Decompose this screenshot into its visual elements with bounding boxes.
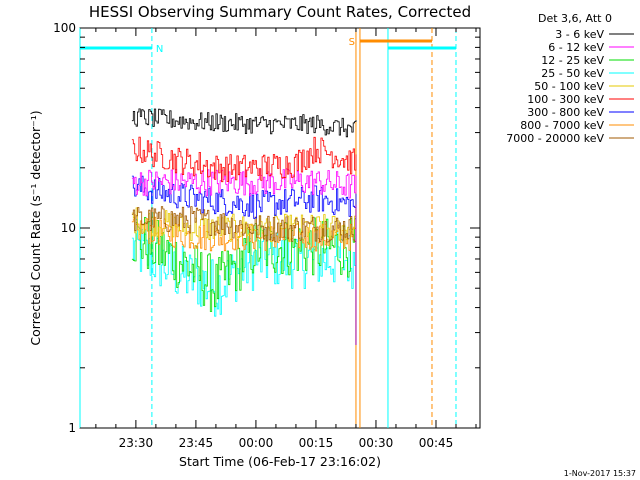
legend-label-1: 6 - 12 keV [548,41,604,54]
marker-lines [79,28,457,428]
x-tick-label-2: 00:00 [239,436,274,450]
legend-label-3: 25 - 50 keV [541,67,604,80]
legend-label-4: 50 - 100 keV [534,80,604,93]
series-line-0 [131,108,357,138]
x-tick-label-5: 00:45 [419,436,454,450]
series-layer [131,108,357,346]
timestamp: 1-Nov-2017 15:37 [564,469,636,478]
series-line-5 [131,136,357,183]
chart-title: HESSI Observing Summary Count Rates, Cor… [89,3,471,21]
legend-label-2: 12 - 25 keV [541,54,604,67]
y-tick-label-1: 10 [61,221,76,235]
legend-label-7: 800 - 7000 keV [520,119,604,132]
series-line-1 [131,168,357,199]
legend-label-0: 3 - 6 keV [555,28,604,41]
y-axis-label: Corrected Count Rate (s⁻¹ detector⁻¹) [28,110,43,345]
night-bar-0-label: N [156,44,163,55]
legend-label-6: 300 - 800 keV [527,106,604,119]
saa-bar-0-label: S [349,37,355,48]
interval-bars: NS [80,37,456,55]
x-tick-label-1: 23:45 [179,436,214,450]
y-tick-label-0: 1 [68,421,76,435]
x-tick-label-3: 00:15 [299,436,334,450]
x-axis-label: Start Time (06-Feb-17 23:16:02) [179,454,381,469]
legend-label-8: 7000 - 20000 keV [506,132,604,145]
axes: 23:30 23:45 00:00 00:15 00:30 00:45 1 10 100 [53,21,480,450]
x-tick-label-4: 00:30 [359,436,394,450]
series-line-4 [131,207,357,243]
legend-title: Det 3,6, Att 0 [538,12,612,25]
series-line-7 [131,214,357,252]
series-line-2 [131,216,357,312]
series-line-8 [131,206,357,243]
legend-label-5: 100 - 300 keV [527,93,604,106]
x-tick-label-0: 23:30 [119,436,154,450]
series-line-3 [131,219,357,317]
y-tick-label-2: 100 [53,21,76,35]
